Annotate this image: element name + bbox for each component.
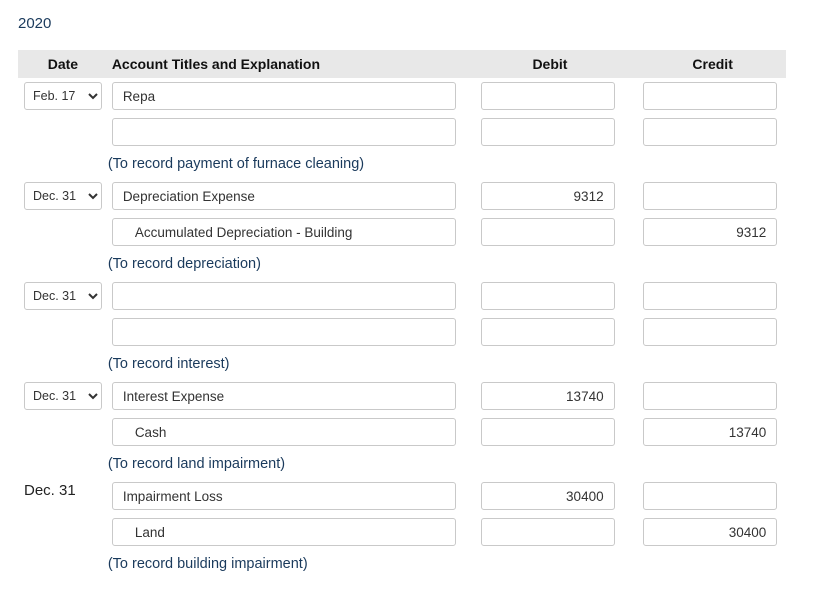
journal-line [18,314,786,350]
debit-input[interactable] [481,118,615,146]
journal-line [18,214,786,250]
header-debit: Debit [477,50,624,78]
date-select[interactable]: Feb. 17Dec. 31 [24,182,102,210]
account-input[interactable] [112,282,456,310]
account-input[interactable] [112,418,456,446]
header-account: Account Titles and Explanation [108,50,461,78]
explanation-row: (To record interest) [18,350,786,378]
account-input[interactable] [112,182,456,210]
date-select[interactable]: Feb. 17Dec. 31 [24,282,102,310]
credit-input[interactable] [643,318,777,346]
header-spacer [461,50,477,78]
explanation-row: (To record land impairment) [18,450,786,478]
explanation-text: (To record building impairment) [108,550,786,578]
debit-input[interactable] [481,518,615,546]
account-input[interactable] [112,382,456,410]
credit-input[interactable] [643,382,777,410]
explanation-row: (To record payment of furnace cleaning) [18,150,786,178]
credit-input[interactable] [643,182,777,210]
header-credit: Credit [639,50,786,78]
explanation-text: (To record depreciation) [108,250,786,278]
debit-input[interactable] [481,82,615,110]
explanation-text: (To record land impairment) [108,450,786,478]
explanation-row: (To record depreciation) [18,250,786,278]
credit-input[interactable] [643,118,777,146]
journal-line: Feb. 17Dec. 31 [18,78,786,114]
credit-input[interactable] [643,418,777,446]
journal-line [18,114,786,150]
debit-input[interactable] [481,318,615,346]
account-input[interactable] [112,482,456,510]
debit-input[interactable] [481,382,615,410]
date-select[interactable]: Feb. 17Dec. 31 [24,382,102,410]
explanation-row: (To record building impairment) [18,550,786,578]
debit-input[interactable] [481,482,615,510]
header-row: Date Account Titles and Explanation Debi… [18,50,786,78]
credit-input[interactable] [643,282,777,310]
account-input[interactable] [112,218,456,246]
journal-line: Feb. 17Dec. 31 [18,278,786,314]
account-input[interactable] [112,518,456,546]
debit-input[interactable] [481,182,615,210]
journal-line [18,414,786,450]
debit-input[interactable] [481,218,615,246]
journal-line: Dec. 31 [18,478,786,514]
header-spacer [623,50,639,78]
explanation-text: (To record interest) [108,350,786,378]
journal-line [18,514,786,550]
journal-line: Feb. 17Dec. 31 [18,178,786,214]
header-date: Date [18,50,108,78]
credit-input[interactable] [643,518,777,546]
credit-input[interactable] [643,82,777,110]
journal-table: Date Account Titles and Explanation Debi… [18,50,786,578]
year-label: 2020 [18,15,817,32]
account-input[interactable] [112,82,456,110]
account-input[interactable] [112,118,456,146]
credit-input[interactable] [643,482,777,510]
debit-input[interactable] [481,282,615,310]
credit-input[interactable] [643,218,777,246]
journal-line: Feb. 17Dec. 31 [18,378,786,414]
account-input[interactable] [112,318,456,346]
debit-input[interactable] [481,418,615,446]
date-select[interactable]: Feb. 17Dec. 31 [24,82,102,110]
date-static: Dec. 31 [18,478,108,514]
explanation-text: (To record payment of furnace cleaning) [108,150,786,178]
